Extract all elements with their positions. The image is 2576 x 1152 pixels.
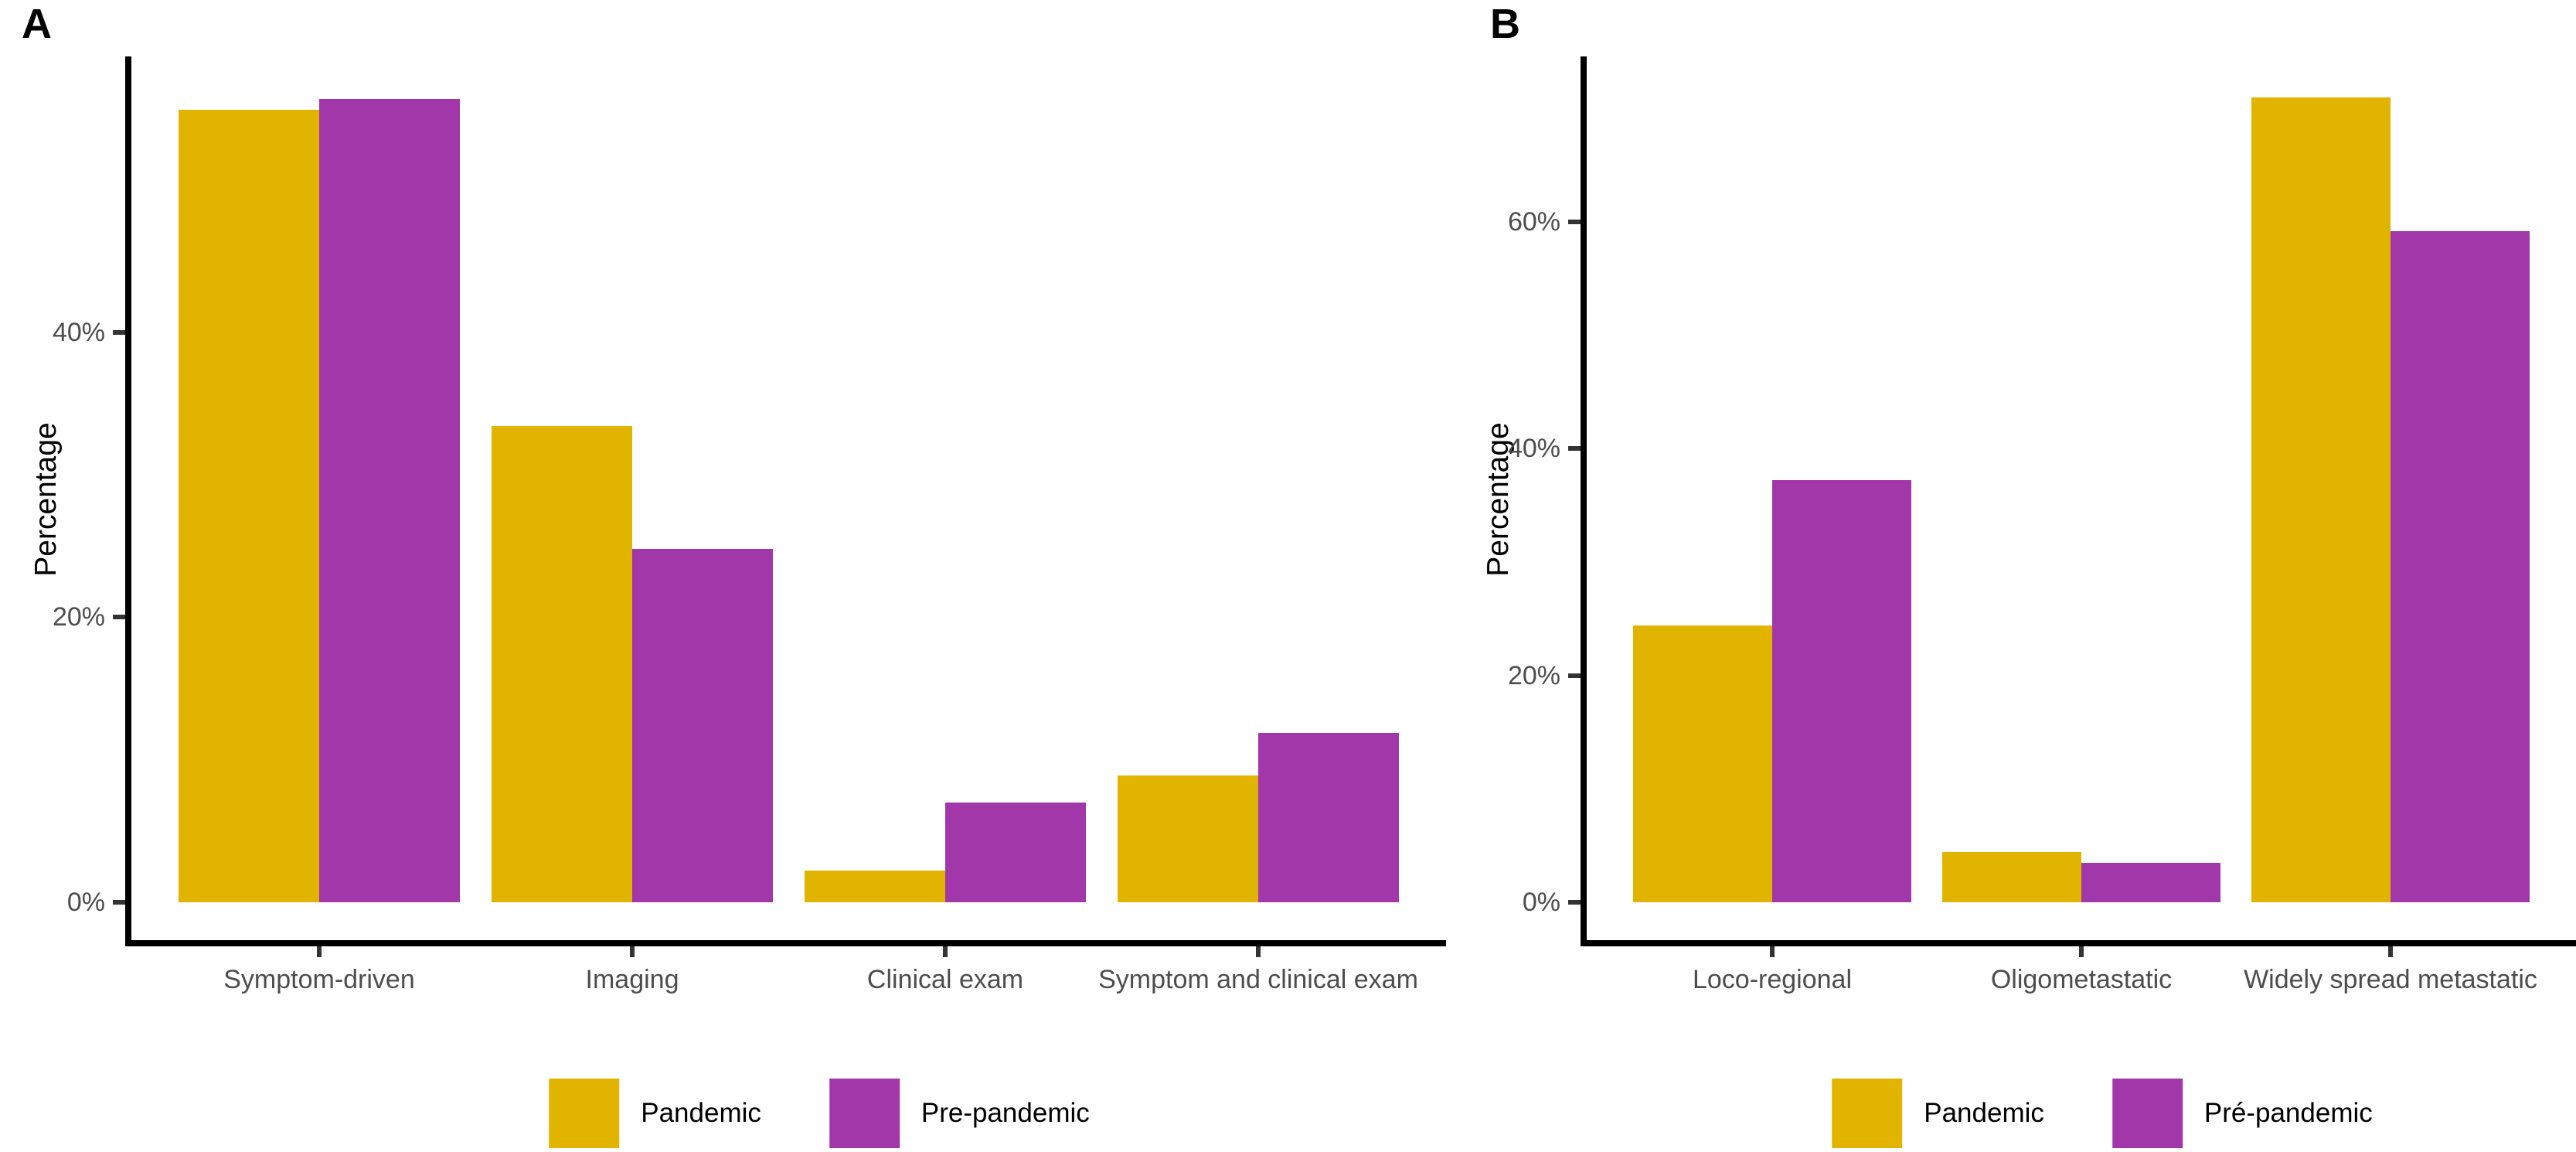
panel-b-y-tick-20 bbox=[1568, 673, 1581, 678]
panel-b-x-tick-label-widely-spread-metastatic: Widely spread metastatic bbox=[2244, 965, 2537, 994]
panel-a-legend-item-pre-pandemic: Pre-pandemic bbox=[829, 1079, 1090, 1148]
panel-a-x-tick-symptom-and-clinical-exam bbox=[1256, 946, 1261, 957]
panel-b-y-tick-60 bbox=[1568, 220, 1581, 225]
panel-a-y-tick-label-20: 20% bbox=[52, 602, 105, 632]
panel-b-label: B bbox=[1490, 1, 1520, 47]
panel-a-label: A bbox=[22, 1, 52, 47]
panel-b-x-tick-oligometastatic bbox=[2079, 946, 2084, 957]
panel-a-bar-pre-pandemic-symptom-and-clinical-exam bbox=[1258, 733, 1399, 902]
panel-a-bar-pandemic-symptom-driven bbox=[179, 110, 319, 902]
panel-b-bar-pandemic-widely-spread-metastatic bbox=[2251, 97, 2391, 902]
panel-b-y-tick-label-0: 0% bbox=[1522, 888, 1560, 917]
panel-a-legend: Pandemic Pre-pandemic bbox=[549, 1079, 1090, 1148]
panel-b-legend-item-pandemic: Pandemic bbox=[1832, 1079, 2044, 1148]
panel-a-y-axis-line bbox=[125, 56, 131, 946]
panel-a-bar-pre-pandemic-symptom-driven bbox=[319, 99, 460, 902]
panel-b-y-tick-label-40: 40% bbox=[1507, 434, 1560, 464]
panel-a-legend-swatch-pandemic bbox=[549, 1079, 620, 1148]
panel-a-x-tick-label-clinical-exam: Clinical exam bbox=[866, 965, 1024, 994]
panel-a-bar-pre-pandemic-clinical-exam bbox=[945, 803, 1086, 902]
panel-a-legend-swatch-pre-pandemic bbox=[829, 1079, 900, 1148]
panel-a-x-tick-clinical-exam bbox=[943, 946, 948, 957]
panel-a-bar-pre-pandemic-imaging bbox=[632, 549, 773, 902]
panel-b-bar-pr-pandemic-oligometastatic bbox=[2081, 863, 2220, 902]
panel-b-bar-pr-pandemic-loco-regional bbox=[1772, 480, 1911, 902]
panel-a-legend-item-pandemic: Pandemic bbox=[549, 1079, 761, 1148]
panel-a-y-tick-40 bbox=[113, 329, 125, 335]
panel-a-y-tick-label-40: 40% bbox=[52, 317, 105, 347]
panel-b-legend-swatch-pandemic bbox=[1832, 1079, 1903, 1148]
panel-b-bar-pr-pandemic-widely-spread-metastatic bbox=[2391, 231, 2530, 902]
panel-b-y-tick-label-20: 20% bbox=[1507, 660, 1560, 690]
panel-b-legend-swatch-pr-pandemic bbox=[2112, 1079, 2183, 1148]
panel-a-bar-pandemic-clinical-exam bbox=[805, 871, 945, 902]
panel-b-legend-label-pr-pandemic: Pré-pandemic bbox=[2203, 1098, 2373, 1128]
panel-a-x-tick-label-symptom-driven: Symptom-driven bbox=[223, 965, 415, 994]
panel-b-x-axis-line bbox=[1581, 940, 2576, 946]
panel-b-bar-pandemic-oligometastatic bbox=[1942, 852, 2081, 902]
panel-a-x-tick-label-imaging: Imaging bbox=[585, 965, 679, 994]
panel-a-x-tick-imaging bbox=[630, 946, 635, 957]
panel-a-bar-pandemic-symptom-and-clinical-exam bbox=[1118, 775, 1258, 902]
panel-b-legend-label-pandemic: Pandemic bbox=[1924, 1098, 2044, 1128]
panel-a-bar-pandemic-imaging bbox=[492, 426, 632, 902]
panel-b-bar-pandemic-loco-regional bbox=[1633, 625, 1772, 902]
panel-a-legend-label-pandemic: Pandemic bbox=[641, 1098, 761, 1128]
panel-b-x-tick-widely-spread-metastatic bbox=[2388, 946, 2393, 957]
panel-b-legend-item-pr-pandemic: Pré-pandemic bbox=[2112, 1079, 2373, 1148]
panel-b-y-tick-0 bbox=[1568, 900, 1581, 905]
panel-b-y-axis-line bbox=[1581, 56, 1587, 946]
panel-a-x-axis-line bbox=[125, 940, 1446, 946]
panel-a-legend-label-pre-pandemic: Pre-pandemic bbox=[920, 1098, 1090, 1128]
panel-b-y-tick-label-60: 60% bbox=[1507, 207, 1560, 237]
panel-b-x-tick-loco-regional bbox=[1770, 946, 1775, 957]
panel-b-x-tick-label-oligometastatic: Oligometastatic bbox=[1990, 965, 2173, 994]
panel-b-y-tick-40 bbox=[1568, 446, 1581, 452]
panel-b-x-tick-label-loco-regional: Loco-regional bbox=[1692, 965, 1853, 994]
panel-a-y-tick-20 bbox=[113, 615, 125, 620]
panel-a-x-tick-label-symptom-and-clinical-exam: Symptom and clinical exam bbox=[1098, 965, 1418, 994]
panel-a-y-tick-label-0: 0% bbox=[66, 888, 105, 917]
panel-a-x-tick-symptom-driven bbox=[317, 946, 322, 957]
panel-b-legend: Pandemic Pré-pandemic bbox=[1832, 1079, 2373, 1148]
panel-a-y-tick-0 bbox=[113, 900, 125, 905]
